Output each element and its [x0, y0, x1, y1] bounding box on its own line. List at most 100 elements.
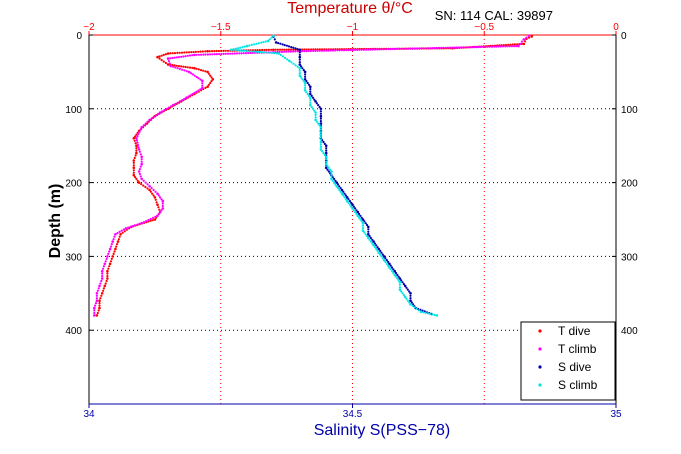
data-point	[190, 51, 193, 54]
data-point	[367, 48, 370, 51]
data-point	[424, 47, 427, 50]
data-point	[431, 47, 434, 50]
data-point	[304, 73, 307, 76]
data-point	[426, 312, 429, 315]
data-point	[135, 139, 139, 142]
data-point	[384, 260, 387, 263]
data-point	[158, 57, 161, 60]
data-point	[376, 249, 379, 252]
data-point	[93, 306, 96, 310]
data-point	[307, 94, 311, 97]
data-point	[348, 200, 351, 203]
data-point	[327, 166, 330, 169]
data-point	[396, 277, 399, 280]
data-point	[114, 247, 117, 251]
data-point	[323, 142, 326, 145]
data-point	[142, 124, 145, 127]
legend-label: T climb	[558, 342, 597, 356]
data-point	[184, 65, 187, 69]
data-point	[208, 50, 211, 53]
data-point	[172, 103, 175, 107]
data-point	[309, 96, 312, 99]
data-point	[95, 299, 99, 303]
data-point	[112, 252, 115, 255]
data-point	[152, 188, 155, 192]
data-point	[301, 48, 304, 51]
data-point	[317, 104, 320, 107]
data-point	[319, 126, 323, 129]
data-point	[204, 86, 207, 89]
data-point	[204, 53, 207, 56]
data-point	[243, 49, 246, 52]
data-point	[515, 45, 518, 48]
data-point	[294, 47, 297, 50]
data-point	[305, 80, 308, 83]
data-point	[154, 114, 157, 117]
data-point	[161, 199, 165, 203]
data-point	[444, 46, 447, 49]
data-point	[131, 225, 134, 228]
data-point	[405, 297, 408, 300]
data-point	[333, 181, 336, 184]
data-point	[499, 45, 502, 48]
data-point	[302, 69, 305, 72]
data-point	[300, 76, 303, 79]
data-point	[163, 108, 166, 112]
data-point	[368, 238, 371, 241]
data-point	[408, 290, 411, 293]
data-point	[201, 50, 204, 53]
data-point	[188, 54, 192, 57]
data-point	[209, 74, 212, 77]
data-point	[95, 292, 99, 295]
data-point	[285, 48, 288, 51]
data-point	[123, 230, 126, 233]
data-point	[167, 106, 170, 109]
data-point	[406, 299, 409, 302]
data-point	[160, 209, 163, 212]
data-point	[342, 190, 345, 193]
data-point	[319, 133, 323, 136]
data-point	[318, 124, 321, 127]
data-point	[132, 166, 136, 170]
data-point	[380, 255, 383, 258]
top-axis-title: Temperature θ/°C	[287, 0, 413, 17]
data-point	[195, 67, 198, 70]
data-point	[137, 132, 140, 135]
data-point	[253, 43, 256, 46]
data-point	[226, 49, 230, 52]
data-point	[206, 70, 209, 74]
data-point	[314, 113, 317, 117]
data-point	[384, 257, 387, 260]
data-point	[314, 111, 317, 114]
legend-marker	[538, 383, 542, 387]
right-tick-label: 200	[621, 179, 638, 190]
data-point	[189, 72, 193, 75]
data-point	[200, 53, 203, 56]
data-point	[132, 161, 135, 164]
data-point	[371, 238, 374, 241]
data-point	[361, 221, 365, 225]
top-tick-label: −1	[347, 22, 359, 33]
data-point	[150, 117, 153, 120]
data-point	[415, 47, 418, 50]
data-point	[151, 219, 154, 222]
data-point	[324, 162, 328, 166]
data-point	[319, 136, 322, 139]
data-point	[139, 165, 142, 168]
data-point	[435, 314, 439, 317]
data-point	[93, 309, 96, 312]
data-point	[109, 260, 113, 263]
data-point	[102, 267, 105, 270]
data-point	[210, 76, 213, 79]
data-point	[422, 47, 425, 50]
data-point	[394, 271, 398, 275]
data-point	[318, 49, 321, 52]
data-point	[382, 48, 385, 51]
data-point	[331, 49, 334, 52]
data-point	[268, 51, 271, 54]
data-point	[326, 164, 329, 168]
data-point	[215, 49, 218, 53]
data-point	[110, 243, 113, 246]
data-point	[118, 230, 121, 233]
